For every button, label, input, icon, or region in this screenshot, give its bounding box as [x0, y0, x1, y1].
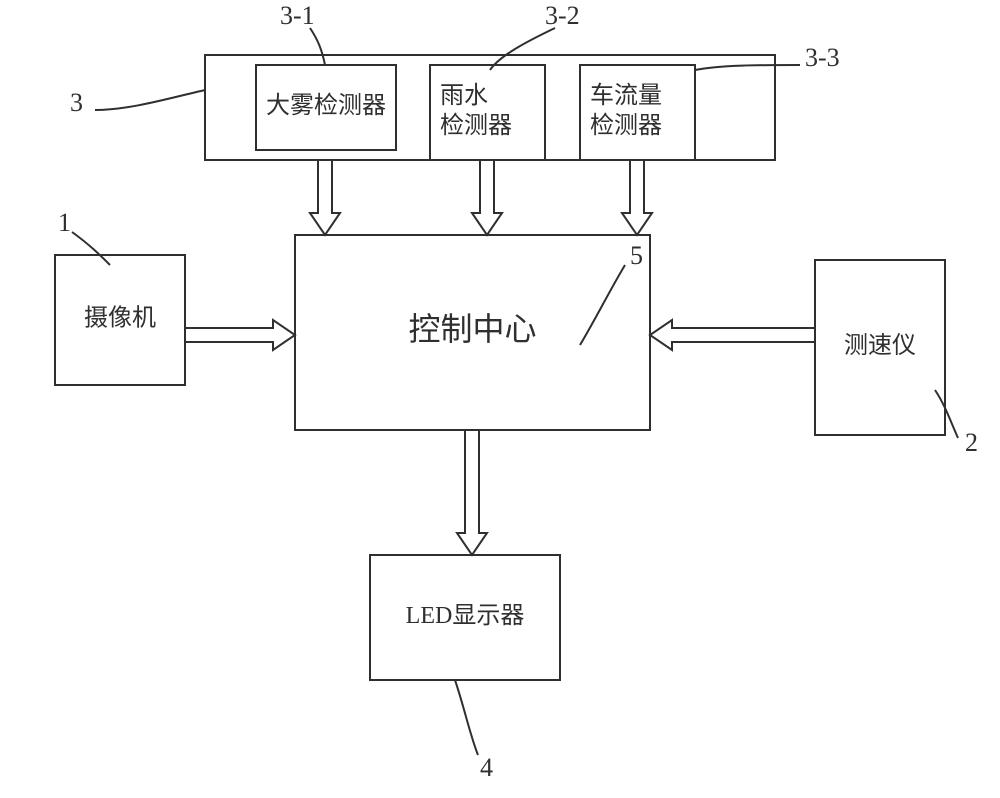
- fog-detector-label: 大雾检测器: [266, 92, 386, 119]
- callout-1: 1: [58, 208, 110, 265]
- svg-text:3-3: 3-3: [805, 43, 840, 72]
- svg-text:2: 2: [965, 428, 978, 457]
- arrow-rain-to-center: [472, 160, 502, 235]
- svg-text:3-2: 3-2: [545, 1, 580, 30]
- svg-text:3: 3: [70, 88, 83, 117]
- arrow-center-to-led: [457, 430, 487, 555]
- arrow-camera-to-center: [185, 320, 295, 350]
- led-display-label: LED显示器: [406, 603, 525, 629]
- rain-detector-label-2: 检测器: [440, 112, 512, 139]
- rain-detector-label-1: 雨水: [440, 82, 488, 109]
- callout-3: 3: [70, 88, 205, 117]
- svg-text:4: 4: [480, 753, 493, 782]
- arrow-speed-to-center: [650, 320, 815, 350]
- svg-text:1: 1: [58, 208, 71, 237]
- callout-3-3: 3-3: [695, 43, 840, 72]
- callout-5: 5: [580, 241, 643, 345]
- control-center-label: 控制中心: [408, 311, 536, 347]
- callout-4: 4: [455, 680, 493, 782]
- speed-meter-label: 测速仪: [844, 332, 916, 359]
- callout-3-2: 3-2: [490, 1, 580, 70]
- traffic-detector-label-1: 车流量: [590, 82, 662, 109]
- block-diagram: 大雾检测器 雨水 检测器 车流量 检测器 摄像机 控制中心 测速仪 LED显示器…: [0, 0, 1000, 798]
- traffic-detector-label-2: 检测器: [590, 112, 662, 139]
- svg-text:5: 5: [630, 241, 643, 270]
- arrow-fog-to-center: [310, 160, 340, 235]
- svg-text:3-1: 3-1: [280, 1, 315, 30]
- arrow-traffic-to-center: [622, 160, 652, 235]
- camera-label: 摄像机: [84, 305, 156, 332]
- callout-2: 2: [935, 390, 978, 457]
